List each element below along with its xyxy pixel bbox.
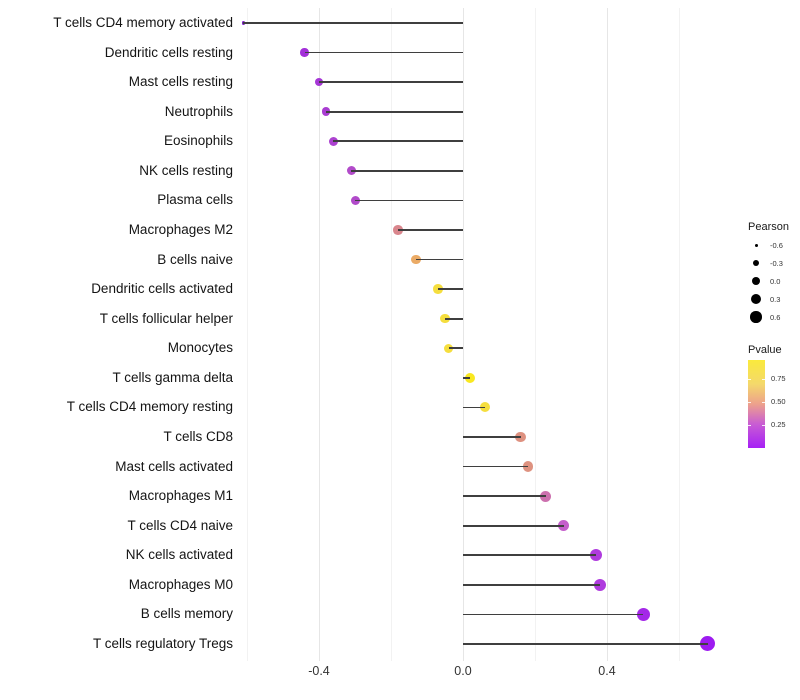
y-axis-label: Mast cells resting [128,74,233,90]
y-axis-label: Dendritic cells resting [104,44,233,60]
data-point-dot [700,636,716,652]
y-axis-label: B cells memory [140,606,233,622]
data-point-dot [479,402,490,413]
y-axis-label: Eosinophils [163,133,233,149]
lollipop-stem [333,140,463,143]
lollipop-stem [351,170,463,172]
y-axis-label: Neutrophils [164,103,233,119]
y-axis-label: Monocytes [167,340,233,356]
y-axis-label: Mast cells activated [115,458,233,474]
lollipop-stem [326,110,463,113]
data-point-dot [593,578,606,591]
legend-size-item: 0.0 [748,272,783,290]
x-axis-tick-label: 0.0 [454,664,472,678]
lollipop-stem [463,406,485,409]
y-axis-label: Plasma cells [157,192,233,208]
gradient-tick-left [748,402,751,403]
legend-size-dot-icon [751,294,761,304]
y-axis-label: Dendritic cells activated [91,281,233,297]
x-axis-tick-label: 0.4 [598,664,616,678]
legend-size-dot-icon [754,243,758,247]
legend-size-dot-icon [752,259,760,267]
lollipop-stem [355,199,463,202]
legend-color-title: Pvalue [748,344,782,356]
legend-pvalue-value: 0.25 [771,420,786,429]
y-axis-label: NK cells activated [125,547,233,563]
gradient-tick-right [762,425,765,426]
data-point-dot [558,520,570,532]
legend-size-item: 0.3 [748,290,783,308]
legend-size-item: -0.3 [748,254,783,272]
legend-dot-cell [748,243,764,247]
legend-pvalue-value: 0.75 [771,374,786,383]
data-point-dot [465,372,476,383]
lollipop-stem [463,643,708,645]
gradient-tick-left [748,425,751,426]
lollipop-stem [463,613,643,616]
minor-gridline [678,8,680,661]
legend-size-item: -0.6 [748,236,783,254]
legend-size-scale: -0.6 -0.3 0.0 0.3 0.6 [748,236,783,326]
y-axis-label: Macrophages M0 [128,576,233,592]
data-point-dot [636,607,650,621]
data-point-dot [590,549,603,562]
legend-size-value: 0.3 [770,294,781,304]
y-axis-label: T cells follicular helper [99,310,233,326]
legend-dot-cell [748,259,764,267]
y-axis-label: T cells CD4 memory activated [53,15,233,30]
lollipop-stem [463,377,471,379]
lollipop-stem [416,258,463,261]
y-axis-label: T cells gamma delta [112,369,233,385]
x-axis-tick-label: -0.4 [308,664,330,678]
gradient-tick-right [762,379,765,380]
data-point-dot [522,461,534,472]
minor-gridline [534,8,536,661]
y-axis-label: NK cells resting [139,162,233,178]
lollipop-stem [463,495,546,497]
lollipop-stem [243,22,463,24]
lollipop-stem [445,317,463,320]
legend-pvalue-value: 0.50 [771,397,786,406]
gradient-tick-right [762,402,765,403]
y-axis-label: T cells regulatory Tregs [92,635,233,651]
y-axis-label: B cells naive [157,251,233,267]
y-axis-label: T cells CD4 memory resting [66,399,233,415]
lollipop-stem [304,51,463,54]
lollipop-stem [463,436,521,438]
legend-size-item: 0.6 [748,308,783,326]
lollipop-stem [319,81,463,83]
y-axis-label: Macrophages M2 [128,221,233,237]
legend-size-dot-icon [751,276,761,286]
major-gridline [318,8,320,661]
y-axis-label: Macrophages M1 [128,488,233,504]
data-point-dot [540,490,552,502]
lollipop-stem [398,229,463,231]
legend-size-value: -0.6 [770,240,783,250]
pvalue-gradient-bar [748,360,765,448]
legend-dot-cell [748,276,764,286]
lollipop-stem [463,554,597,557]
minor-gridline [390,8,392,661]
legend-size-title: Pearson [748,221,789,233]
lollipop-stem [448,347,463,350]
major-gridline [462,8,464,661]
lollipop-stem [437,288,463,290]
lollipop-stem [463,465,528,468]
lollipop-stem [463,524,564,527]
legend-size-value: 0.6 [770,312,781,322]
lollipop-stem [463,584,600,586]
major-gridline [606,8,608,661]
y-axis-label: T cells CD4 naive [127,517,233,533]
legend-size-value: 0.0 [770,276,781,286]
legend-dot-cell [748,311,764,323]
legend-size-dot-icon [750,311,762,323]
y-axis-label: T cells CD8 [163,428,233,444]
legend-size-value: -0.3 [770,258,783,268]
data-point-dot [515,431,526,443]
gradient-tick-left [748,379,751,380]
minor-gridline [246,8,248,661]
legend-dot-cell [748,294,764,304]
